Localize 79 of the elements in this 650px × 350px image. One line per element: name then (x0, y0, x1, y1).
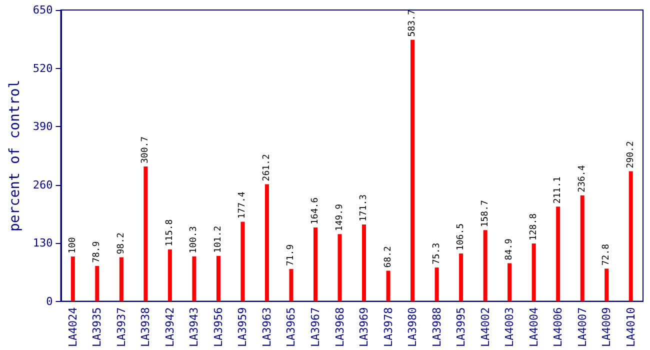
data-label: 583.7 (408, 10, 418, 37)
bar (216, 256, 220, 302)
bar (168, 249, 172, 302)
bar (289, 269, 294, 302)
x-tick-label: LA4002 (478, 307, 492, 348)
bar (119, 257, 124, 302)
x-tick-label: LA3956 (212, 307, 225, 348)
data-label: 75.3 (432, 242, 442, 265)
data-label: 236.4 (577, 165, 588, 192)
x-tick-label: LA3980 (406, 307, 420, 348)
data-label: 177.4 (238, 192, 248, 219)
bar (508, 263, 512, 302)
bar (628, 171, 633, 302)
x-tick-label: LA4007 (576, 307, 589, 348)
bar (144, 166, 148, 302)
x-tick-label: LA4010 (624, 307, 638, 348)
data-label: 158.7 (480, 200, 490, 228)
x-tick-label: LA3938 (139, 307, 152, 348)
data-label: 290.2 (626, 141, 636, 168)
y-axis-title: percent of control (7, 80, 23, 232)
data-label: 128.8 (528, 213, 539, 241)
y-tick-label: 130 (32, 236, 53, 250)
bar (532, 244, 536, 302)
x-tick-label: LA4004 (527, 306, 540, 348)
data-label: 98.2 (116, 232, 126, 254)
data-label: 261.2 (262, 154, 272, 182)
x-tick-label: LA4024 (66, 306, 80, 348)
bar (604, 268, 609, 302)
data-label: 164.6 (310, 197, 320, 225)
bar (264, 184, 269, 302)
bar (459, 254, 464, 302)
y-tick-label: 0 (46, 294, 53, 308)
x-tick-label: LA3935 (90, 307, 104, 348)
data-label: 100 (68, 237, 78, 254)
bar (580, 195, 584, 302)
x-tick-label: LA3967 (308, 307, 322, 348)
bar (95, 266, 100, 302)
data-label: 68.2 (383, 246, 394, 268)
x-tick-label: LA4003 (503, 307, 516, 348)
data-label: 211.1 (553, 176, 564, 204)
x-tick-label: LA3969 (358, 307, 371, 348)
data-label: 300.7 (140, 136, 151, 164)
data-label: 84.9 (504, 238, 515, 260)
x-tick-label: LA3942 (163, 307, 176, 348)
data-label: 100.3 (189, 226, 200, 254)
bar (483, 230, 488, 302)
x-tick-label: LA3965 (284, 307, 298, 348)
y-tick-label: 520 (32, 62, 53, 75)
bar (556, 206, 560, 302)
y-tick-label: 650 (32, 4, 53, 16)
bar (434, 268, 439, 302)
x-tick-label: LA4009 (600, 307, 614, 348)
x-tick-label: LA3943 (188, 307, 201, 348)
x-tick-label: LA3968 (333, 307, 346, 348)
x-tick-label: LA4006 (552, 307, 565, 348)
bar (338, 234, 342, 302)
x-tick-label: LA3978 (382, 307, 395, 348)
bar (386, 270, 390, 302)
x-tick-label: LA3988 (430, 307, 444, 348)
x-tick-label: LA3959 (236, 307, 250, 348)
bar (240, 222, 245, 302)
data-label: 106.5 (456, 223, 466, 251)
bar (313, 228, 318, 302)
data-label: 149.9 (334, 204, 345, 232)
data-label: 101.2 (213, 226, 224, 253)
data-label: 72.8 (602, 244, 612, 266)
bar (192, 256, 196, 302)
y-tick-label: 260 (32, 178, 53, 192)
data-label: 71.9 (286, 244, 296, 266)
bar (410, 40, 415, 302)
data-label: 171.3 (359, 194, 370, 222)
bar (362, 224, 366, 302)
y-tick-label: 390 (32, 120, 53, 134)
data-label: 78.9 (92, 241, 102, 263)
x-tick-label: LA3963 (260, 307, 274, 348)
data-label: 115.8 (164, 219, 175, 246)
x-tick-label: LA3937 (114, 307, 128, 348)
x-tick-label: LA3995 (454, 307, 468, 348)
bar (70, 256, 75, 302)
